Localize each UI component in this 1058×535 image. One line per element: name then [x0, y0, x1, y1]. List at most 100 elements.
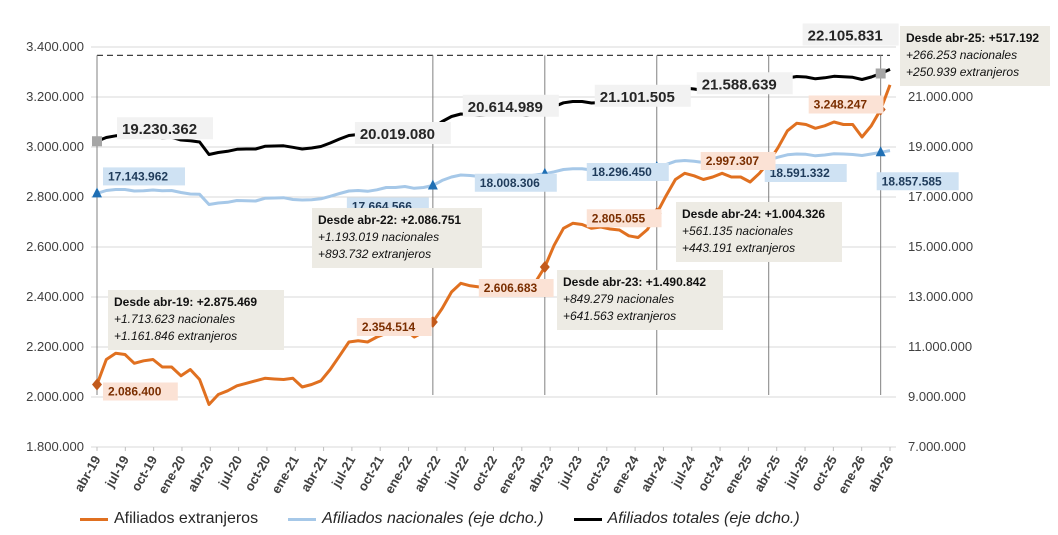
nacionales-marker [92, 187, 102, 198]
nacionales-value-label: 17.143.962 [108, 169, 168, 183]
x-tick-label: abr-23 [524, 453, 557, 494]
annotation-box [557, 270, 723, 330]
total-marker [875, 68, 886, 79]
annotation-title: Desde abr-23: +1.490.842 [563, 275, 706, 289]
x-tick-label: jul-20 [215, 453, 245, 491]
right-tick-label: 17.000.000 [908, 189, 973, 204]
nacionales-value-label-bg [103, 167, 185, 186]
left-tick-label: 2.000.000 [26, 389, 84, 404]
legend: Afiliados extranjeros Afiliados nacional… [80, 510, 800, 528]
x-tick-label: abr-21 [298, 453, 331, 494]
annotation-box [676, 202, 842, 262]
total-value-label-bg [594, 84, 691, 107]
right-tick-label: 9.000.000 [908, 389, 966, 404]
annotation-box [312, 208, 482, 268]
left-axis: 1.800.000 2.000.000 2.200.000 2.400.000 2.60… [26, 39, 84, 454]
x-axis: abr-19jul-19oct-19ene-20abr-20jul-20oct-… [71, 447, 897, 496]
left-tick-label: 3.000.000 [26, 139, 84, 154]
legend-item-nacionales: Afiliados nacionales (eje dcho.) [288, 510, 544, 528]
legend-item-extranjeros: Afiliados extranjeros [80, 510, 258, 528]
total-value-label-bg [354, 122, 451, 144]
x-tick-label: ene-23 [495, 453, 529, 496]
right-tick-label: 15.000.000 [908, 239, 973, 254]
right-tick-label: 11.000.000 [908, 339, 972, 354]
annotation-line: +1.193.019 nacionales [318, 230, 439, 244]
annotation-title: Desde abr-19: +2.875.469 [114, 295, 257, 309]
point-labels: 19.230.362 17.143.962 2.086.400 20.019.080 1… [103, 23, 959, 401]
annotation-box [108, 290, 284, 350]
nacionales-value-label: 18.296.450 [592, 165, 652, 179]
total-value-label: 20.019.080 [360, 126, 435, 143]
left-tick-label: 3.400.000 [26, 39, 84, 54]
nacionales-marker [875, 146, 886, 157]
annotations: Desde abr-19: +2.875.469 +1.713.623 nacio… [108, 26, 1050, 350]
right-axis: 7.000.000 9.000.000 11.000.000 13.000.000 15… [908, 39, 973, 454]
extranjeros-value-label: 3.248.247 [814, 98, 868, 112]
x-tick-label: ene-20 [155, 453, 189, 496]
legend-label-extranjeros: Afiliados extranjeros [114, 510, 259, 527]
total-value-label-bg [117, 117, 213, 140]
total-value-label-bg [802, 23, 899, 46]
annotation-line: +849.279 nacionales [563, 292, 674, 306]
annotation-line: +1.713.623 nacionales [114, 312, 235, 326]
extranjeros-value-label: 2.354.514 [362, 320, 416, 334]
annotation-line: +561.135 nacionales [682, 224, 793, 238]
total-marker [92, 136, 102, 147]
legend-item-totales: Afiliados totales (eje dcho.) [573, 510, 800, 528]
x-tick-label: jul-25 [781, 453, 811, 491]
extranjeros-marker [92, 378, 102, 391]
x-tick-label: ene-24 [608, 452, 642, 496]
right-tick-label: 21.000.000 [908, 89, 973, 104]
annotation-line: +893.732 extranjeros [318, 247, 431, 261]
left-tick-label: 2.400.000 [26, 289, 84, 304]
total-value-label: 20.614.989 [468, 99, 543, 116]
extranjeros-value-label: 2.086.400 [108, 385, 162, 399]
x-tick-label: abr-19 [71, 453, 104, 494]
x-tick-label: ene-26 [835, 453, 869, 496]
right-tick-label: 7.000.000 [908, 439, 966, 454]
nacionales-value-label: 18.591.332 [770, 166, 830, 180]
legend-swatch-totales [573, 517, 602, 521]
extranjeros-value-label: 2.805.055 [592, 211, 646, 225]
annotation-line: +1.161.846 extranjeros [114, 329, 237, 343]
x-tick-label: ene-25 [721, 453, 755, 496]
total-value-label: 21.101.505 [600, 89, 675, 106]
legend-label-nacionales: Afiliados nacionales (eje dcho.) [322, 510, 544, 527]
nacionales-value-label-bg [474, 173, 557, 192]
nacionales-value-label: 18.008.306 [480, 176, 540, 190]
extranjeros-value-label: 2.606.683 [484, 281, 538, 295]
right-tick-label: 13.000.000 [908, 289, 973, 304]
nacionales-value-label-bg [586, 163, 669, 181]
right-tick-label: 19.000.000 [908, 139, 973, 154]
x-tick-label: abr-24 [638, 452, 671, 494]
extranjeros-value-label: 2.997.307 [706, 154, 760, 168]
x-tick-label: jul-19 [101, 453, 131, 491]
x-tick-label: abr-22 [411, 453, 444, 494]
annotation-box [900, 26, 1050, 86]
annotation-line: +250.939 extranjeros [906, 65, 1019, 79]
x-tick-label: jul-21 [328, 453, 358, 491]
left-tick-label: 2.200.000 [26, 339, 84, 354]
total-value-label: 22.105.831 [808, 28, 883, 45]
total-value-label-bg [462, 94, 559, 117]
total-value-label: 21.588.639 [702, 76, 777, 93]
x-tick-label: abr-26 [864, 453, 897, 494]
x-tick-label: jul-23 [555, 453, 585, 491]
extranjeros-marker [539, 261, 550, 273]
nacionales-marker [427, 179, 438, 190]
x-tick-label: abr-25 [751, 453, 784, 494]
extranjeros-value-label-bg [356, 318, 432, 336]
nacionales-value-label: 18.857.585 [882, 174, 942, 188]
x-tick-label: jul-22 [441, 453, 471, 491]
annotation-title: Desde abr-24: +1.004.326 [682, 207, 825, 221]
extranjeros-value-label-bg [586, 209, 662, 228]
annotation-line: +266.253 nacionales [906, 48, 1017, 62]
left-tick-label: 2.600.000 [26, 239, 84, 254]
left-tick-label: 1.800.000 [26, 439, 84, 454]
extranjeros-value-label-bg [700, 152, 776, 170]
legend-label-totales: Afiliados totales (eje dcho.) [607, 510, 800, 527]
annotation-title: Desde abr-25: +517.192 [906, 31, 1039, 45]
annotation-line: +443.191 extranjeros [682, 241, 795, 255]
x-tick-label: ene-21 [268, 453, 302, 496]
